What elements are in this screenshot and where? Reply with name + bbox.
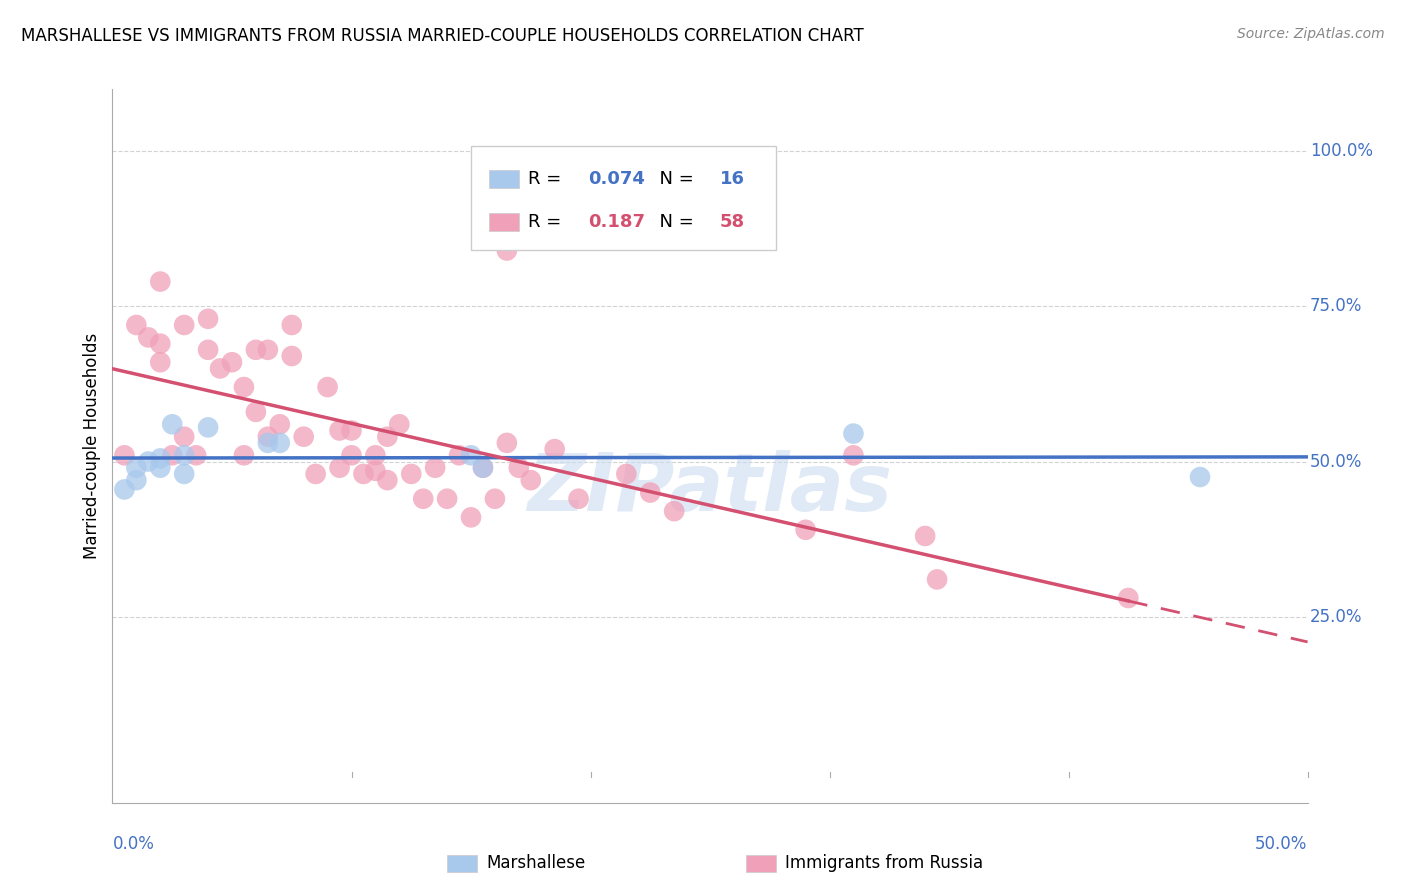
Point bbox=[186, 448, 208, 462]
Y-axis label: Married-couple Households: Married-couple Households bbox=[83, 333, 101, 559]
Point bbox=[496, 436, 519, 450]
Point bbox=[340, 448, 363, 462]
Point bbox=[149, 275, 172, 289]
Point bbox=[401, 467, 423, 481]
Text: 100.0%: 100.0% bbox=[1310, 142, 1374, 161]
Point bbox=[245, 405, 267, 419]
Point bbox=[436, 491, 458, 506]
Point bbox=[173, 448, 195, 462]
Point bbox=[114, 448, 135, 462]
Point bbox=[484, 491, 506, 506]
Text: 50.0%: 50.0% bbox=[1310, 452, 1362, 470]
Point bbox=[125, 318, 148, 332]
Point bbox=[197, 420, 219, 434]
Point bbox=[257, 430, 280, 444]
Text: MARSHALLESE VS IMMIGRANTS FROM RUSSIA MARRIED-COUPLE HOUSEHOLDS CORRELATION CHAR: MARSHALLESE VS IMMIGRANTS FROM RUSSIA MA… bbox=[21, 27, 863, 45]
Point bbox=[149, 336, 172, 351]
Point bbox=[197, 311, 219, 326]
Text: Source: ZipAtlas.com: Source: ZipAtlas.com bbox=[1237, 27, 1385, 41]
Point bbox=[269, 417, 291, 432]
Point bbox=[138, 330, 160, 344]
Point bbox=[388, 417, 411, 432]
Point bbox=[508, 460, 530, 475]
Point bbox=[472, 460, 495, 475]
Point bbox=[352, 467, 374, 481]
Point bbox=[340, 424, 363, 438]
Point bbox=[614, 467, 637, 481]
Point bbox=[842, 448, 865, 462]
Point bbox=[664, 504, 686, 518]
Point bbox=[125, 460, 148, 475]
Text: Immigrants from Russia: Immigrants from Russia bbox=[786, 855, 983, 872]
Text: Marshallese: Marshallese bbox=[486, 855, 586, 872]
Point bbox=[257, 343, 280, 357]
Point bbox=[364, 464, 387, 478]
Point bbox=[269, 436, 291, 450]
Text: R =: R = bbox=[529, 169, 568, 187]
Text: 58: 58 bbox=[720, 213, 745, 231]
Text: N =: N = bbox=[648, 169, 699, 187]
Point bbox=[460, 448, 482, 462]
Point bbox=[232, 380, 256, 394]
Text: N =: N = bbox=[648, 213, 699, 231]
Point bbox=[520, 473, 543, 487]
Point bbox=[794, 523, 817, 537]
Point bbox=[208, 361, 231, 376]
Text: ZIPatlas: ZIPatlas bbox=[527, 450, 893, 528]
Point bbox=[412, 491, 434, 506]
FancyBboxPatch shape bbox=[747, 855, 776, 872]
Point bbox=[460, 510, 482, 524]
Point bbox=[316, 380, 339, 394]
Point bbox=[472, 460, 495, 475]
Point bbox=[162, 448, 183, 462]
Point bbox=[1189, 470, 1212, 484]
Point bbox=[328, 460, 352, 475]
Point bbox=[364, 448, 387, 462]
Point bbox=[232, 448, 256, 462]
Point bbox=[377, 430, 399, 444]
Point bbox=[1116, 591, 1139, 605]
Point bbox=[292, 430, 315, 444]
Point bbox=[638, 485, 662, 500]
Point bbox=[447, 448, 470, 462]
Point bbox=[162, 417, 183, 432]
Point bbox=[543, 442, 565, 456]
Point bbox=[173, 467, 195, 481]
Point bbox=[281, 318, 304, 332]
Text: 0.187: 0.187 bbox=[588, 213, 645, 231]
Point bbox=[149, 460, 172, 475]
Point bbox=[114, 483, 135, 497]
Point bbox=[257, 436, 280, 450]
Point bbox=[149, 355, 172, 369]
Text: 25.0%: 25.0% bbox=[1310, 607, 1362, 625]
Point bbox=[138, 454, 160, 468]
Point bbox=[925, 573, 948, 587]
Point bbox=[245, 343, 267, 357]
Point bbox=[377, 473, 399, 487]
Point bbox=[173, 430, 195, 444]
FancyBboxPatch shape bbox=[489, 169, 519, 187]
Point bbox=[328, 424, 352, 438]
Text: 0.0%: 0.0% bbox=[112, 835, 155, 853]
Text: 0.074: 0.074 bbox=[588, 169, 645, 187]
Point bbox=[496, 244, 519, 258]
Point bbox=[304, 467, 326, 481]
Point bbox=[425, 460, 447, 475]
Text: 16: 16 bbox=[720, 169, 745, 187]
Point bbox=[125, 473, 148, 487]
Text: 75.0%: 75.0% bbox=[1310, 297, 1362, 316]
Point bbox=[173, 318, 195, 332]
FancyBboxPatch shape bbox=[471, 146, 776, 250]
Point bbox=[914, 529, 936, 543]
Text: R =: R = bbox=[529, 213, 568, 231]
FancyBboxPatch shape bbox=[489, 213, 519, 231]
FancyBboxPatch shape bbox=[447, 855, 477, 872]
Text: 50.0%: 50.0% bbox=[1256, 835, 1308, 853]
Point bbox=[221, 355, 243, 369]
Point bbox=[197, 343, 219, 357]
Point bbox=[842, 426, 865, 441]
Point bbox=[567, 491, 591, 506]
Point bbox=[281, 349, 304, 363]
Point bbox=[149, 451, 172, 466]
